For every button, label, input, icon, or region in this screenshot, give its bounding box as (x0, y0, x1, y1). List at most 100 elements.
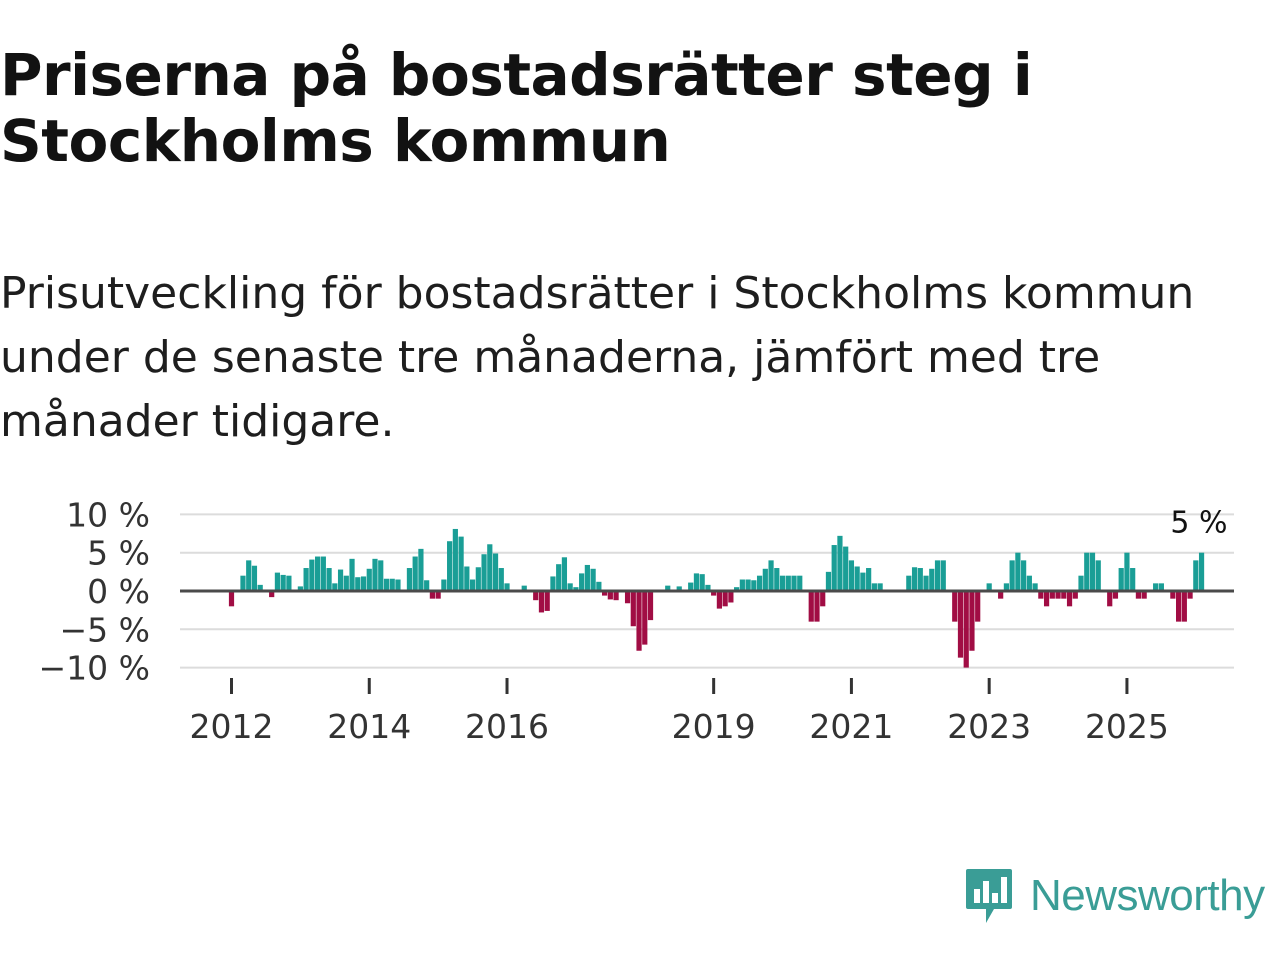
bar (372, 558, 378, 591)
bar (240, 575, 246, 591)
bar (1124, 552, 1130, 591)
bar (1158, 583, 1164, 591)
bar (435, 591, 441, 599)
bar (923, 575, 929, 591)
bar (716, 591, 722, 609)
bar (734, 587, 740, 591)
bar (297, 586, 303, 591)
bar (309, 559, 315, 591)
bar (837, 535, 843, 591)
bar (911, 567, 918, 591)
bar (492, 553, 499, 591)
bar (722, 591, 728, 607)
bar (280, 574, 286, 591)
bar (906, 575, 912, 591)
bar (1055, 591, 1061, 599)
bar (705, 584, 711, 591)
bar (257, 584, 263, 591)
x-tick-label: 2014 (327, 707, 411, 746)
bar (521, 585, 527, 591)
bar (1078, 575, 1084, 591)
bar (998, 591, 1004, 599)
bar (820, 591, 826, 607)
bar (406, 568, 413, 591)
bar (986, 583, 992, 591)
bar (825, 571, 832, 591)
bar (866, 568, 872, 591)
x-tick-label: 2012 (190, 707, 274, 746)
bar (246, 560, 252, 591)
bar (728, 591, 734, 603)
bar (360, 576, 367, 591)
bar (1193, 560, 1199, 591)
bar (1032, 583, 1038, 591)
bar (332, 583, 338, 591)
bar (1095, 560, 1101, 591)
bar (665, 585, 671, 591)
bar (556, 564, 562, 591)
bar (1153, 583, 1159, 591)
bar (1198, 552, 1205, 591)
bar (791, 575, 797, 591)
bar (412, 556, 418, 591)
bar (808, 591, 814, 622)
chart-title: Priserna på bostadsrätter steg i Stockho… (0, 41, 1033, 175)
last-value-label: 5 % (1170, 506, 1227, 541)
bar (1176, 591, 1182, 622)
bar (447, 541, 453, 591)
bar (533, 591, 539, 601)
bar (785, 575, 791, 591)
bar (751, 580, 757, 591)
y-axis-labels: 10 %5 %0 %−5 %−10 % (39, 495, 151, 687)
bar (458, 536, 464, 591)
bar (814, 591, 820, 622)
bar (481, 554, 487, 591)
bar (1118, 568, 1124, 591)
bar (395, 579, 401, 591)
bar (337, 569, 344, 591)
bar (1089, 552, 1096, 591)
bar (1072, 591, 1078, 599)
bar (1135, 591, 1142, 599)
bar (860, 572, 866, 591)
bar (303, 568, 309, 591)
bar (544, 591, 550, 611)
bar (1026, 575, 1032, 591)
bar (418, 548, 424, 591)
bar (848, 560, 855, 591)
bar (452, 528, 458, 591)
bar (1181, 591, 1187, 622)
bar (630, 591, 636, 627)
bar (711, 591, 717, 596)
bar (1130, 568, 1136, 591)
bar (579, 573, 585, 591)
bar (561, 557, 568, 591)
bar (320, 556, 326, 591)
bar (940, 560, 946, 591)
bar (602, 591, 608, 596)
bar (1049, 591, 1055, 599)
bar (1038, 591, 1044, 599)
bar (917, 568, 923, 591)
bar (487, 544, 493, 591)
bar (636, 591, 642, 651)
bar (688, 582, 694, 591)
x-tick-label: 2019 (672, 707, 756, 746)
bar (843, 546, 849, 591)
bar (498, 568, 504, 591)
bar (613, 591, 619, 601)
bar (1066, 591, 1073, 607)
bar (756, 575, 763, 591)
bar (349, 558, 355, 591)
bar (228, 591, 235, 607)
bar (963, 591, 969, 668)
newsworthy-logo: Newsworthy (964, 864, 1265, 928)
bar (567, 583, 573, 591)
bar (929, 568, 935, 591)
bar (504, 583, 510, 591)
bar (854, 566, 860, 591)
bar (957, 591, 964, 658)
bar (383, 578, 390, 591)
bar (768, 560, 774, 591)
bar (969, 591, 975, 651)
